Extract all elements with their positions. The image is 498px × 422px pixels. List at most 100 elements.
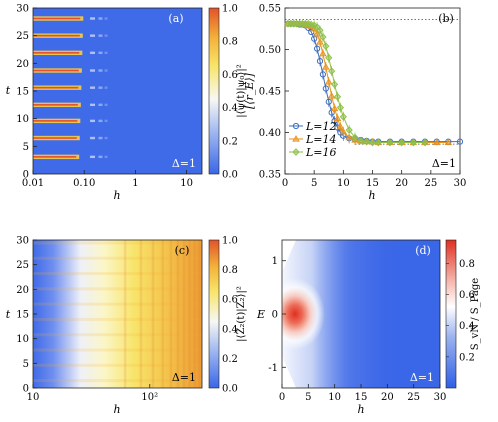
colorbar-tick-label: 1.0 xyxy=(222,236,238,247)
y-tick-label: 10 xyxy=(16,334,29,345)
panel-c-background xyxy=(33,240,202,388)
x-tick-label: 0.10 xyxy=(73,178,95,189)
y-tick-label: 0.40 xyxy=(259,128,281,139)
resonance-column xyxy=(151,240,155,388)
panel-d-ylabel: E xyxy=(256,308,265,321)
data-point xyxy=(351,133,359,142)
y-tick-label: 30 xyxy=(16,236,29,247)
revival-stripe-tail xyxy=(98,51,103,55)
resonance-column xyxy=(169,240,173,388)
resonance-column xyxy=(193,240,196,388)
revival-band xyxy=(33,287,202,291)
colorbar-tick-label: 0.4 xyxy=(222,103,238,114)
x-tick-label: 10 xyxy=(180,178,193,189)
y-tick-label: 5 xyxy=(23,359,29,370)
colorbar-tick-label: 0.2 xyxy=(222,354,238,365)
panel-b: 0 5 10 15 20 25 30 0.35 0.40 0.45 0.50 0.55 (b) Δ=1… xyxy=(243,4,466,203)
revival-stripe-core xyxy=(33,137,77,139)
panel-d-colorbar xyxy=(445,239,457,389)
revival-stripe-core xyxy=(33,17,81,20)
data-point xyxy=(327,92,336,99)
data-point xyxy=(316,38,324,45)
revival-band xyxy=(33,333,202,337)
revival-stripe-tail xyxy=(104,119,108,123)
y-tick-label: 0 xyxy=(23,170,29,181)
y-tick-label: 0.55 xyxy=(259,4,281,15)
legend-label: L=14 xyxy=(305,133,337,146)
colorbar-tick-label: 0.8 xyxy=(459,259,475,270)
data-point xyxy=(339,112,347,121)
y-tick-label: 0.35 xyxy=(259,170,281,181)
colorbar-tick-label: 0.0 xyxy=(222,170,238,181)
x-tick-label: 20 xyxy=(381,392,394,403)
revival-band xyxy=(33,379,202,383)
revival-stripe-tail xyxy=(90,51,96,55)
colorbar-tick-label: 0.4 xyxy=(459,321,475,332)
panel-b-ylabel: [⟨r_E⟩] xyxy=(243,72,256,109)
x-tick-label: 5 xyxy=(311,178,317,189)
data-point xyxy=(444,138,453,146)
data-point xyxy=(333,114,342,122)
data-point xyxy=(374,138,382,147)
y-tick-label: 20 xyxy=(16,285,29,296)
panel-d-empty-region-bottom xyxy=(282,356,296,388)
y-tick-label: 0.50 xyxy=(259,45,281,56)
colorbar-tick-label: 0.6 xyxy=(459,290,475,301)
revival-stripe-tail xyxy=(90,86,96,89)
y-tick-label: 0.45 xyxy=(259,87,281,98)
revival-stripe-tail xyxy=(90,17,96,20)
x-tick-label: 0 xyxy=(279,392,285,403)
revival-stripe-core xyxy=(33,52,80,54)
x-tick-label: 15 xyxy=(366,178,379,189)
legend-label: L=12 xyxy=(305,120,337,133)
revival-band xyxy=(33,272,202,276)
data-point xyxy=(398,138,406,147)
y-tick-label: 0 xyxy=(23,384,29,395)
y-tick-label: 25 xyxy=(16,260,29,271)
panel-a-xlabel: h xyxy=(113,189,120,202)
colorbar-tick-label: 0.6 xyxy=(222,70,238,81)
y-tick-label: 30 xyxy=(16,4,29,15)
revival-stripe-core xyxy=(33,120,78,122)
revival-stripe-core xyxy=(33,69,79,72)
revival-stripe-tail xyxy=(90,119,96,123)
y-tick-label: 20 xyxy=(16,59,29,70)
x-tick-label: 10² xyxy=(141,392,158,403)
data-point xyxy=(421,138,429,147)
resonance-column xyxy=(182,240,186,388)
panel-d-empty-region-top xyxy=(282,240,296,272)
x-tick-label: 1 xyxy=(132,178,138,189)
revival-stripe-tail xyxy=(98,17,103,20)
panel-c-colorbar xyxy=(208,239,220,389)
revival-stripe-tail xyxy=(90,155,96,159)
resonance-column xyxy=(139,240,143,388)
revival-stripe-core xyxy=(33,104,78,106)
legend-label: L=16 xyxy=(305,146,337,159)
data-point xyxy=(325,53,333,62)
colorbar-tick-label: 0.2 xyxy=(222,136,238,147)
colorbar-tick-label: 1.0 xyxy=(222,4,238,15)
revival-band xyxy=(33,241,202,245)
x-tick-label: 25 xyxy=(407,392,420,403)
revival-band xyxy=(33,317,202,321)
data-point xyxy=(345,126,353,134)
y-tick-label: 5 xyxy=(23,142,29,153)
data-point xyxy=(330,104,339,112)
panel-c-annotation: Δ=1 xyxy=(172,371,196,384)
data-point xyxy=(324,77,333,85)
x-tick-label: 30 xyxy=(454,178,467,189)
panel-d-xlabel: h xyxy=(357,403,364,416)
panel-d: 0 5 10 15 20 25 30 -1 0 1 (d) Δ=1 h E 0.2 0.4 0.6 0.… xyxy=(256,239,481,416)
series-l-16 xyxy=(284,19,429,147)
colorbar-tick-label: 0.6 xyxy=(222,295,238,306)
panel-b-annotation: Δ=1 xyxy=(432,157,456,170)
panel-a-colorbar-label: |⟨ψ(t)|ψ₀⟩|² xyxy=(236,64,247,117)
resonance-column xyxy=(197,240,201,388)
x-tick-label: 10 xyxy=(328,392,341,403)
resonance-column xyxy=(123,240,127,388)
data-point xyxy=(432,138,441,146)
resonance-column xyxy=(188,240,191,388)
panel-a-annotation: Δ=1 xyxy=(172,157,196,170)
data-point xyxy=(313,45,321,52)
panel-a-colorbar xyxy=(208,7,220,175)
